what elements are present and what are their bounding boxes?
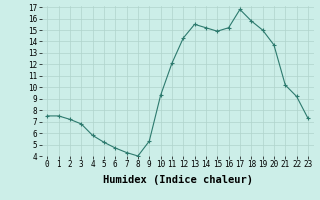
X-axis label: Humidex (Indice chaleur): Humidex (Indice chaleur) xyxy=(103,175,252,185)
